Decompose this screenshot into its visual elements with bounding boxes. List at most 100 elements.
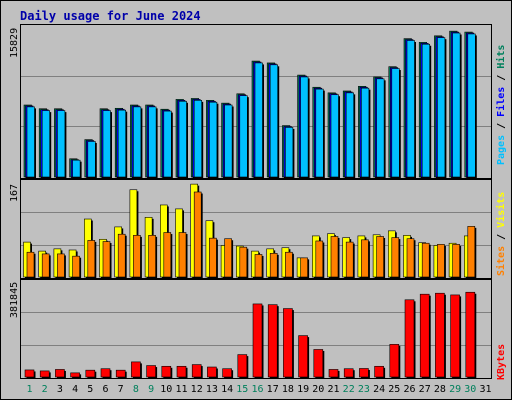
pages-bar — [133, 106, 142, 178]
sites-bar — [361, 239, 369, 278]
x-tick-label: 7 — [118, 384, 124, 395]
x-tick-label: 13 — [206, 384, 218, 395]
x-tick-label: 24 — [373, 384, 385, 395]
x-tick-label: 3 — [57, 384, 63, 395]
kbytes-bar — [131, 361, 141, 378]
x-tick-label: 21 — [327, 384, 339, 395]
sites-bar — [285, 251, 293, 278]
x-tick-label: 8 — [133, 384, 139, 395]
x-tick-label: 10 — [160, 384, 172, 395]
sites-bar — [72, 255, 80, 278]
kbytes-bar — [283, 308, 293, 378]
kbytes-bar — [70, 372, 80, 378]
kbytes-bar — [343, 368, 354, 378]
legend-sites: Sites — [495, 246, 507, 276]
pages-bar — [26, 106, 35, 178]
sites-bar — [300, 257, 308, 278]
sites-bar — [452, 244, 460, 278]
sites-bar — [239, 246, 248, 278]
pages-bar — [72, 159, 81, 178]
pages-bar — [300, 76, 309, 178]
sites-bar — [87, 240, 96, 278]
pages-bar — [209, 101, 218, 178]
panel-mid-bars — [23, 183, 477, 279]
sites-bar — [254, 254, 263, 278]
panel-top-bars — [23, 30, 477, 179]
kbytes-bar — [450, 294, 460, 378]
x-tick-label: 5 — [87, 384, 93, 395]
top-max-label: 15829 — [9, 28, 20, 58]
x-tick-label: 14 — [221, 384, 233, 395]
sites-bar — [376, 236, 384, 278]
sites-bar — [193, 191, 202, 278]
panel-mid — [20, 179, 492, 279]
panel-bot — [20, 279, 492, 379]
sites-bar — [57, 253, 65, 278]
x-tick-label: 16 — [251, 384, 263, 395]
legend-files: Files — [495, 87, 507, 117]
x-tick-label: 2 — [42, 384, 48, 395]
legend-hits: Hits — [495, 45, 507, 69]
kbytes-bar — [39, 370, 50, 378]
top-legend: Pages / Files / Hits — [495, 45, 507, 165]
pages-bar — [148, 106, 157, 178]
pages-bar — [163, 110, 172, 178]
mid-max-label: 167 — [9, 184, 20, 202]
pages-bar — [102, 110, 111, 178]
sites-bar — [330, 236, 339, 278]
kbytes-bar — [435, 292, 445, 378]
x-tick-label: 22 — [343, 384, 355, 395]
sites-bar — [117, 233, 126, 278]
kbytes-bar — [267, 304, 278, 378]
sites-bar — [41, 253, 50, 278]
pages-bar — [361, 87, 370, 178]
x-tick-label: 26 — [403, 384, 415, 395]
kbytes-bar — [191, 364, 202, 378]
kbytes-bar — [161, 365, 172, 378]
pages-bar — [41, 110, 51, 178]
x-tick-label: 12 — [191, 384, 203, 395]
kbytes-bar — [252, 303, 263, 378]
pages-bar — [57, 110, 66, 178]
x-tick-label: 30 — [464, 384, 476, 395]
pages-bar — [345, 92, 355, 178]
kbytes-bar — [328, 369, 339, 378]
pages-bar — [254, 62, 263, 178]
x-tick-label: 6 — [102, 384, 108, 395]
panel-top — [20, 24, 492, 179]
sites-bar — [406, 238, 415, 278]
legend-visits: Visits — [495, 192, 507, 228]
x-tick-label: 18 — [282, 384, 294, 395]
kbytes-bar — [207, 366, 217, 378]
kbytes-bar — [237, 354, 248, 378]
x-tick-label: 23 — [358, 384, 370, 395]
kbytes-bar — [176, 365, 187, 378]
kbytes-bar — [374, 365, 384, 378]
legend-sep-2: / — [496, 69, 507, 87]
kbytes-bar — [24, 369, 35, 378]
x-tick-label: 19 — [297, 384, 309, 395]
pages-bar — [467, 33, 476, 178]
sites-bar — [224, 238, 232, 278]
kbytes-bar — [100, 368, 111, 378]
sites-bar — [26, 251, 35, 278]
pages-bar — [391, 68, 400, 178]
legend-sep-1: / — [496, 117, 507, 135]
pages-bar — [178, 100, 187, 178]
x-tick-label: 28 — [434, 384, 446, 395]
pages-bar — [224, 104, 233, 178]
sites-bar — [391, 237, 400, 278]
kbytes-bar — [222, 368, 232, 378]
bot-max-label: 381845 — [9, 282, 20, 318]
legend-pages: Pages — [496, 135, 507, 165]
x-tick-label: 15 — [236, 384, 248, 395]
sites-bar — [315, 240, 324, 278]
kbytes-bar — [313, 349, 324, 378]
x-tick-label: 20 — [312, 384, 324, 395]
kbytes-bar — [115, 369, 126, 378]
pages-bar — [406, 40, 415, 178]
kbytes-bar — [359, 368, 369, 378]
sites-bar — [345, 241, 354, 278]
pages-bar — [437, 37, 446, 178]
sites-bar — [163, 232, 172, 278]
